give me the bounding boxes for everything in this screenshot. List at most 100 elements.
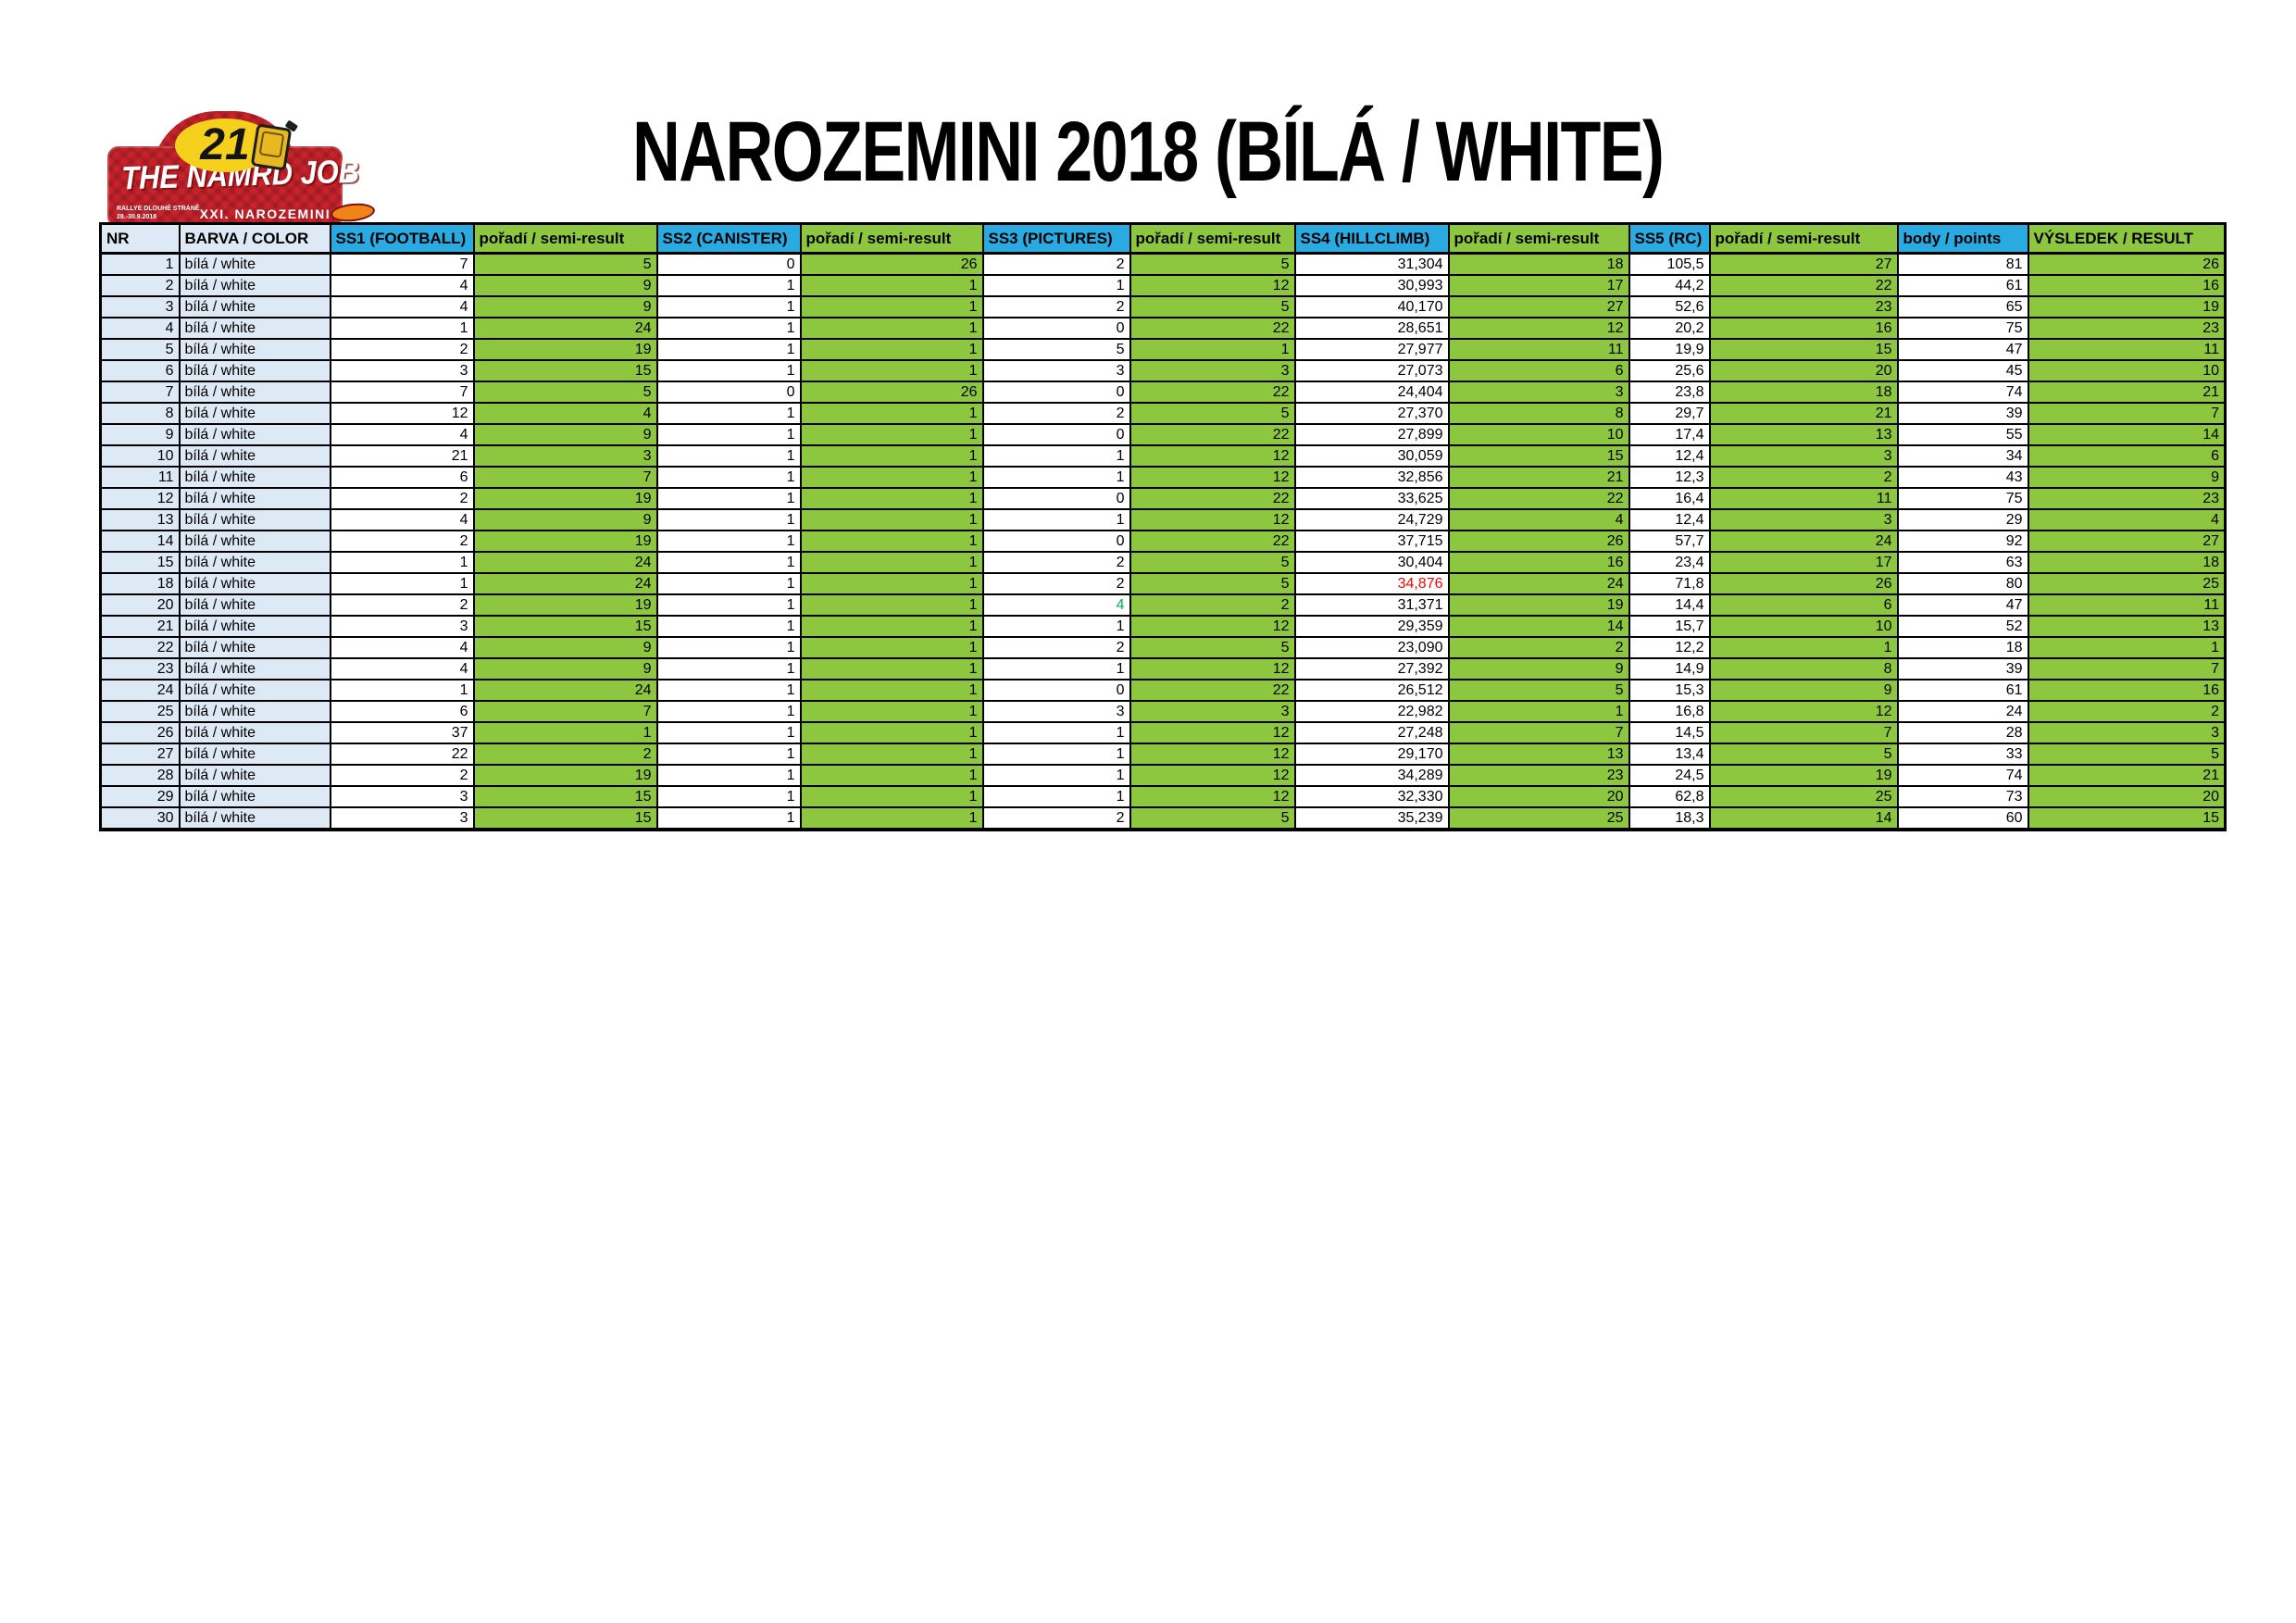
table-cell: bílá / white — [178, 359, 331, 382]
table-cell: 1 — [655, 530, 802, 553]
table-cell: 27,073 — [1293, 359, 1450, 382]
table-cell: 1 — [799, 423, 984, 446]
table-cell: 5 — [1129, 402, 1296, 425]
table-cell: 5 — [472, 381, 658, 404]
table-cell: bílá / white — [178, 487, 331, 510]
table-cell: 2 — [981, 806, 1131, 831]
table-cell: 28,651 — [1293, 317, 1450, 340]
table-cell: 1 — [655, 764, 802, 787]
table-cell: 21 — [1708, 402, 1899, 425]
table-cell: 15 — [472, 785, 658, 808]
table-cell: 23 — [1708, 295, 1899, 318]
table-cell: 1 — [799, 764, 984, 787]
table-cell: 4 — [329, 295, 475, 318]
table-cell: 15,7 — [1628, 615, 1711, 638]
table-cell: 0 — [981, 423, 1131, 446]
table-cell: 15 — [2027, 806, 2227, 831]
table-cell: 12 — [1129, 764, 1296, 787]
table-cell: 23,4 — [1628, 551, 1711, 574]
table-cell: 5 — [99, 338, 181, 361]
table-cell: 3 — [329, 785, 475, 808]
table-cell: 16,8 — [1628, 700, 1711, 723]
table-cell: 20 — [1447, 785, 1630, 808]
table-cell: 27 — [1708, 252, 1899, 276]
table-cell: bílá / white — [178, 615, 331, 638]
column-header: body / points — [1896, 222, 2029, 255]
table-row: 9 bílá / white 4 9 1 1 0 22 27,899 10 17,4 13 55 14 — [99, 423, 2227, 446]
table-cell: 5 — [1129, 551, 1296, 574]
table-cell: 1 — [799, 700, 984, 723]
table-row: 3 bílá / white 4 9 1 1 2 5 40,170 27 52,6 23 65 19 — [99, 295, 2227, 318]
column-header: SS4 (HILLCLIMB) — [1293, 222, 1450, 255]
table-cell: 2 — [981, 252, 1131, 276]
table-cell: 15 — [472, 359, 658, 382]
table-cell: 4 — [472, 402, 658, 425]
table-cell: 39 — [1896, 402, 2029, 425]
table-cell: 55 — [1896, 423, 2029, 446]
table-cell: 25 — [2027, 572, 2227, 595]
table-cell: 9 — [472, 508, 658, 531]
table-cell: 1 — [799, 338, 984, 361]
table-cell: 35,239 — [1293, 806, 1450, 831]
table-cell: 9 — [1447, 657, 1630, 680]
table-row: 2 bílá / white 4 9 1 1 1 12 30,993 17 44,2 22 61 16 — [99, 274, 2227, 297]
table-cell: 9 — [472, 295, 658, 318]
table-cell: 1 — [472, 721, 658, 744]
table-cell: 23 — [99, 657, 181, 680]
table-cell: 1 — [799, 615, 984, 638]
table-cell: 22 — [1129, 530, 1296, 553]
table-row: 29 bílá / white 3 15 1 1 1 12 32,330 20 62,8 25 73 20 — [99, 785, 2227, 808]
table-cell: 47 — [1896, 338, 2029, 361]
table-cell: 11 — [1447, 338, 1630, 361]
table-cell: 22 — [1129, 487, 1296, 510]
table-cell: 9 — [2027, 466, 2227, 489]
table-cell: 6 — [99, 359, 181, 382]
table-cell: 9 — [1708, 679, 1899, 702]
table-cell: 1 — [329, 679, 475, 702]
table-cell: 63 — [1896, 551, 2029, 574]
table-cell: 29 — [1896, 508, 2029, 531]
table-cell: 14 — [99, 530, 181, 553]
table-cell: bílá / white — [178, 295, 331, 318]
table-cell: 1 — [655, 508, 802, 531]
table-cell: 9 — [472, 657, 658, 680]
table-cell: 19 — [472, 764, 658, 787]
table-cell: 20 — [99, 593, 181, 617]
table-cell: 22 — [1129, 381, 1296, 404]
table-cell: bílá / white — [178, 423, 331, 446]
table-cell: 34,876 — [1293, 572, 1450, 595]
table-cell: 1 — [655, 679, 802, 702]
table-cell: 1 — [981, 615, 1131, 638]
column-header: SS5 (RC) — [1628, 222, 1711, 255]
table-cell: 19 — [472, 593, 658, 617]
table-cell: 26 — [799, 252, 984, 276]
table-cell: 22 — [1129, 423, 1296, 446]
table-cell: 12 — [1129, 721, 1296, 744]
table-cell: 4 — [981, 593, 1131, 617]
table-cell: 1 — [799, 806, 984, 831]
table-cell: 3 — [329, 806, 475, 831]
table-cell: 31,371 — [1293, 593, 1450, 617]
table-cell: bílá / white — [178, 806, 331, 831]
table-cell: 61 — [1896, 274, 2029, 297]
table-cell: 62,8 — [1628, 785, 1711, 808]
table-cell: 24,5 — [1628, 764, 1711, 787]
table-cell: 0 — [981, 381, 1131, 404]
table-row: 8 bílá / white 12 4 1 1 2 5 27,370 8 29,7 21 39 7 — [99, 402, 2227, 425]
table-cell: 1 — [655, 359, 802, 382]
table-cell: 3 — [99, 295, 181, 318]
table-cell: 0 — [981, 679, 1131, 702]
table-cell: 5 — [1129, 295, 1296, 318]
table-cell: 15 — [99, 551, 181, 574]
table-cell: 7 — [2027, 657, 2227, 680]
logo-subtitle: XXI. NAROZEMINI — [199, 206, 331, 221]
column-header: NR — [99, 222, 181, 255]
table-cell: 14,4 — [1628, 593, 1711, 617]
table-cell: 2 — [329, 530, 475, 553]
table-cell: 21 — [2027, 381, 2227, 404]
table-cell: 40,170 — [1293, 295, 1450, 318]
table-cell: 13 — [99, 508, 181, 531]
table-cell: 12,4 — [1628, 444, 1711, 468]
table-cell: 16 — [1447, 551, 1630, 574]
table-cell: 17 — [1447, 274, 1630, 297]
